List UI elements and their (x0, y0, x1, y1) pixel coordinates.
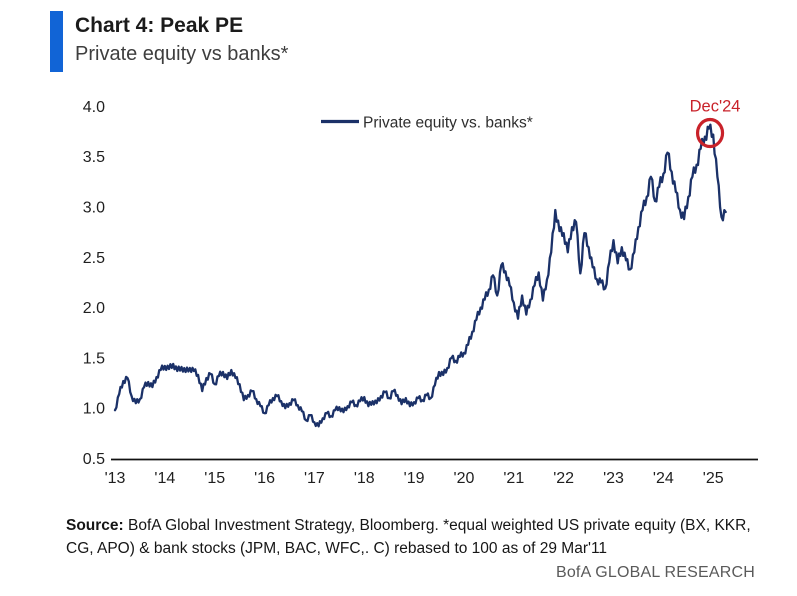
x-tick-label: '24 (653, 470, 674, 487)
annotation-circle (695, 117, 725, 149)
y-tick-label: 3.0 (83, 200, 105, 217)
brand-mark: BofA GLOBAL RESEARCH (555, 564, 755, 581)
annotation-label: Dec'24 (690, 98, 741, 116)
x-tick-label: '16 (254, 470, 275, 487)
y-tick-label: 3.5 (83, 149, 105, 166)
y-tick-label: 4.0 (83, 99, 105, 116)
y-tick-label: 1.0 (83, 401, 105, 418)
x-tick-label: '18 (354, 470, 375, 487)
x-tick-label: '14 (154, 470, 175, 487)
x-tick-label: '22 (553, 470, 574, 487)
source-text: BofA Global Investment Strategy, Bloombe… (66, 517, 751, 557)
y-tick-label: 2.5 (83, 250, 105, 267)
x-tick-label: '13 (105, 470, 126, 487)
x-tick-label: '20 (454, 470, 475, 487)
y-tick-label: 0.5 (83, 451, 105, 468)
x-tick-label: '19 (404, 470, 425, 487)
source-label: Source: (66, 517, 124, 534)
legend-label: Private equity vs. banks* (363, 115, 533, 132)
x-tick-label: '23 (603, 470, 624, 487)
y-tick-label: 2.0 (83, 300, 105, 317)
chart-title: Chart 4: Peak PE (75, 14, 244, 37)
x-tick-label: '15 (204, 470, 225, 487)
pe-vs-banks-line (113, 123, 727, 428)
x-tick-label: '21 (503, 470, 524, 487)
title-accent-bar (50, 11, 63, 72)
chart-subtitle: Private equity vs banks* (75, 43, 289, 65)
y-tick-label: 1.5 (83, 350, 105, 367)
x-tick-label: '17 (304, 470, 325, 487)
x-tick-label: '25 (703, 470, 724, 487)
source-note: Source: BofA Global Investment Strategy,… (66, 514, 758, 560)
